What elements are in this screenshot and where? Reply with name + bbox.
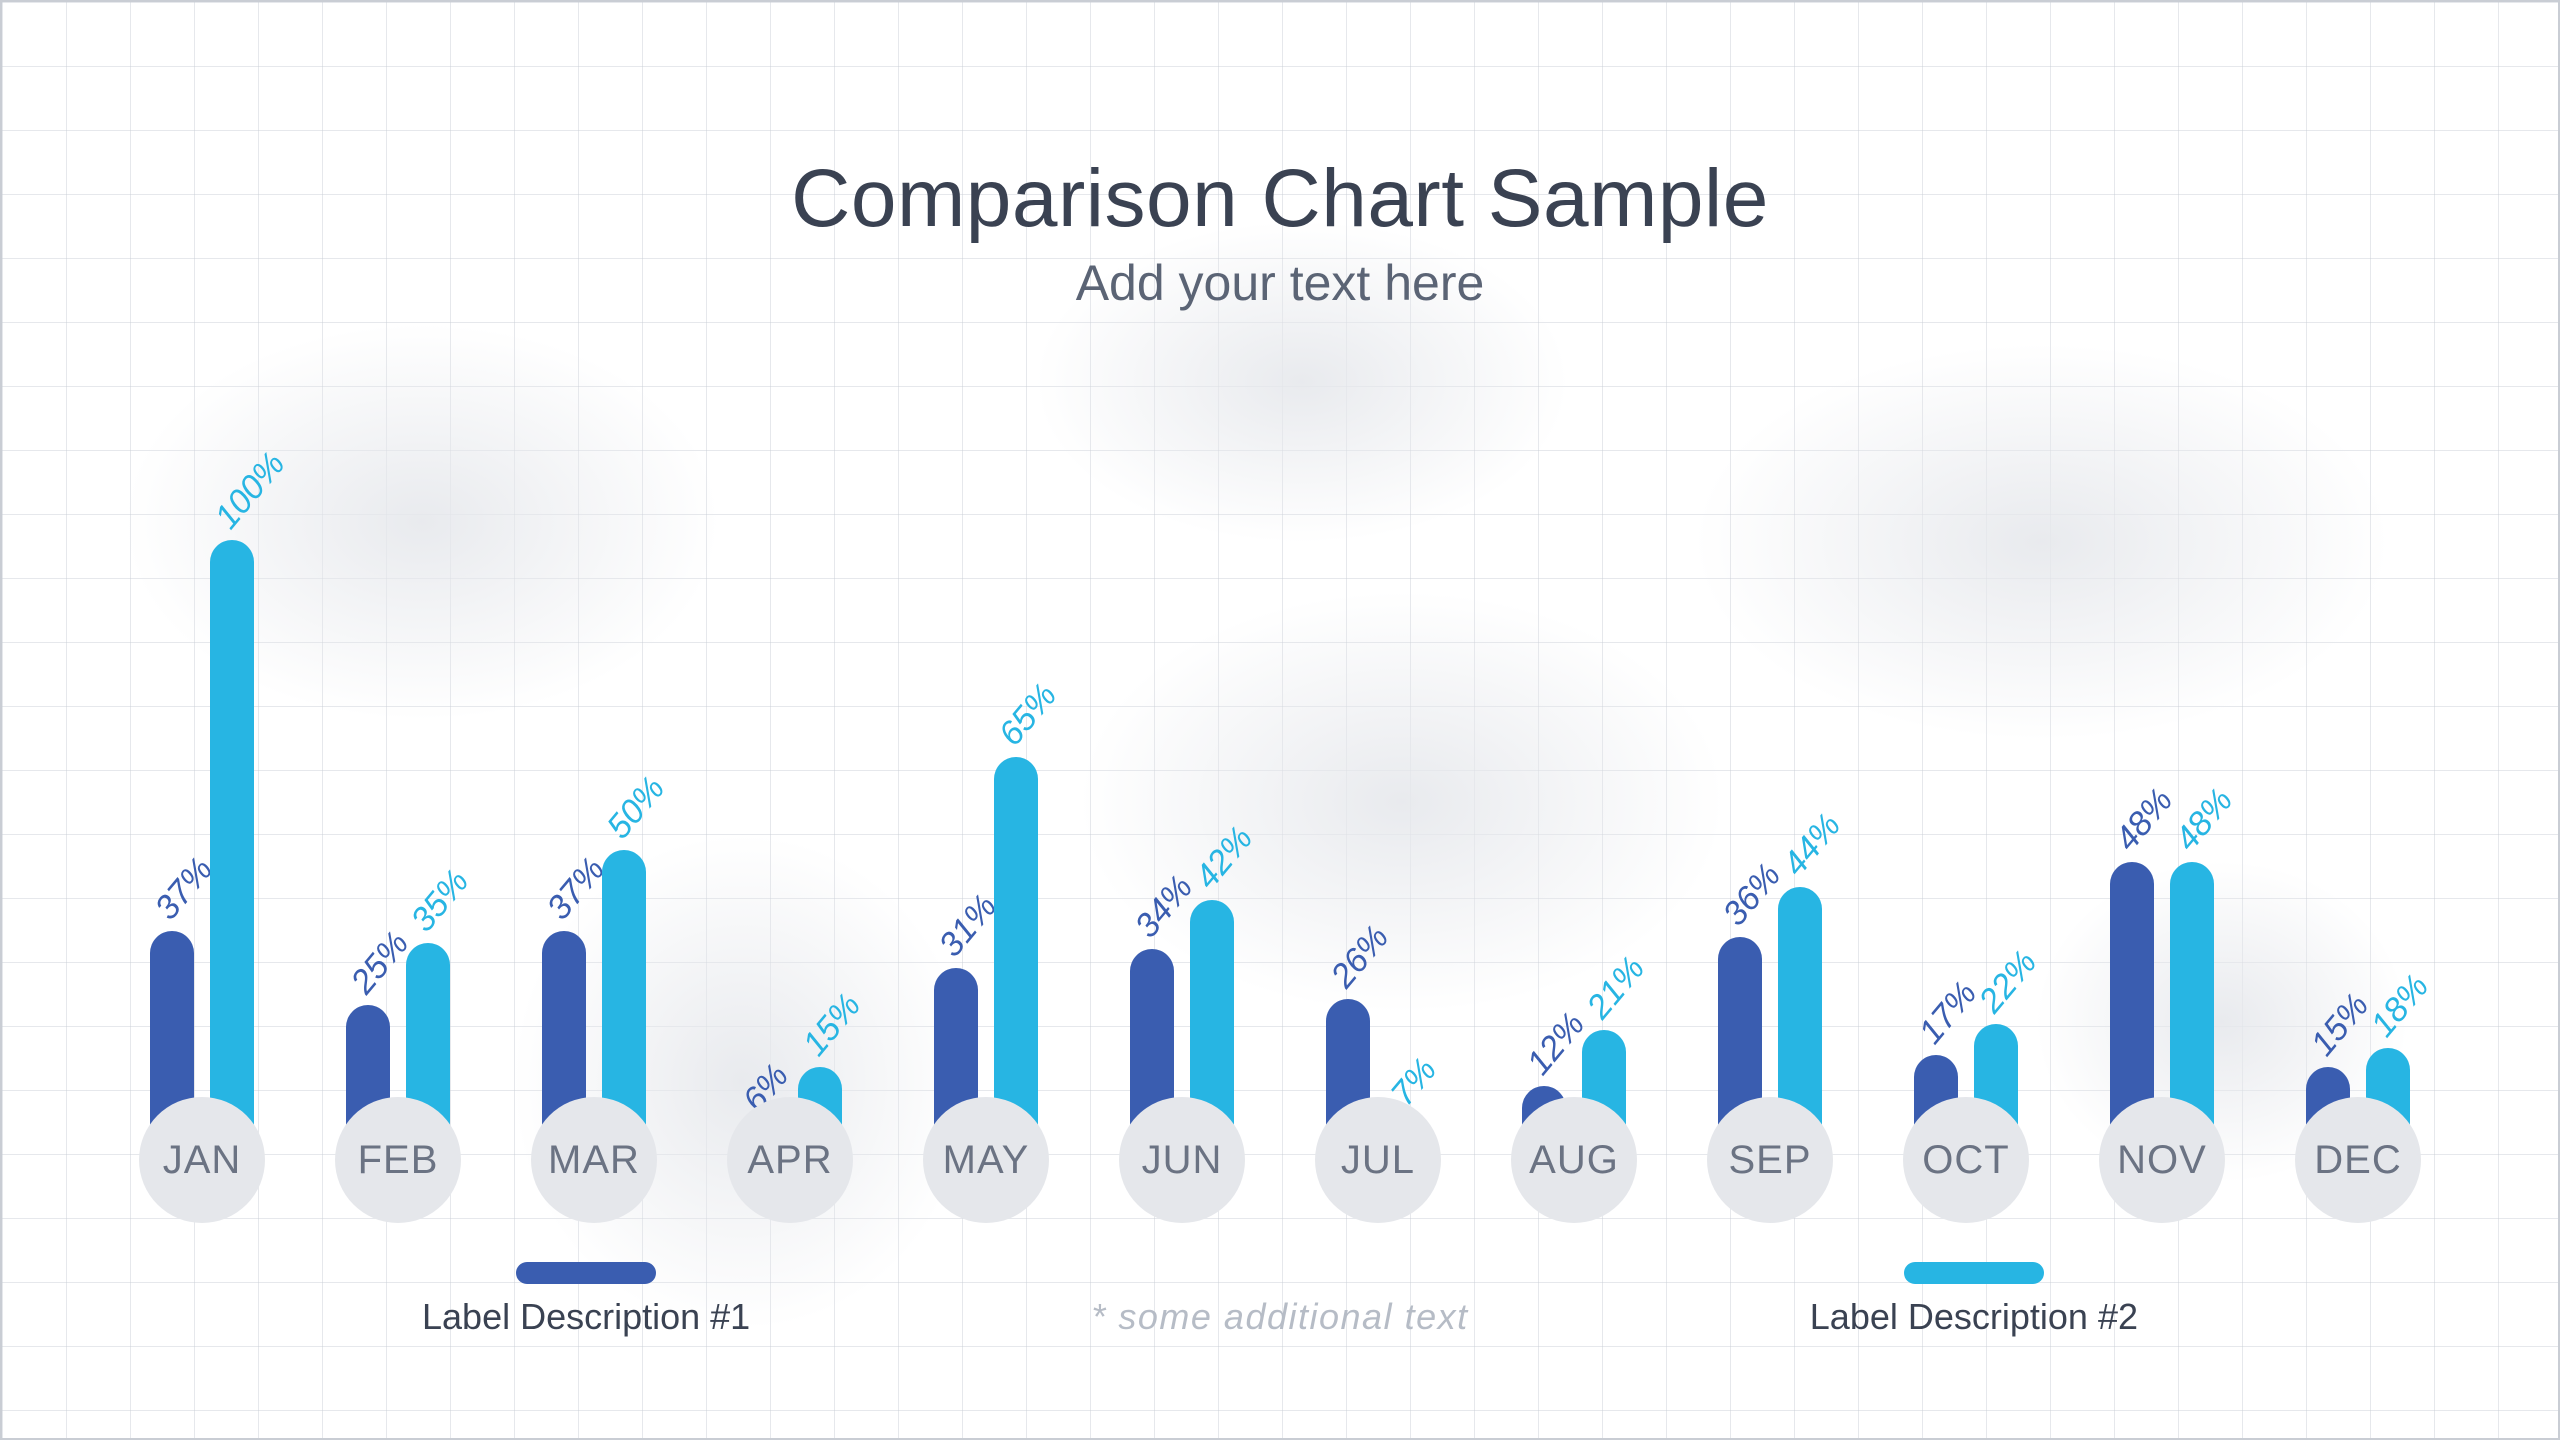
bar-value-label: 15% (796, 986, 870, 1063)
month-group: 48%48% NOV (2102, 492, 2222, 1223)
bar-pair: 6%15% (730, 492, 850, 1132)
legend-item-series-2: Label Description #2 (1810, 1262, 2138, 1338)
bar-value-label: 18% (2364, 968, 2438, 1045)
bar-pair: 31%65% (926, 492, 1046, 1132)
month-group: 26%7% JUL (1318, 492, 1438, 1223)
month-disc: FEB (335, 1097, 461, 1223)
legend-label-series-1: Label Description #1 (422, 1296, 750, 1338)
bar-value-label: 48% (2108, 782, 2182, 859)
month-label: OCT (1922, 1138, 2009, 1183)
bar-value-label: 21% (1580, 949, 1654, 1026)
bar-value-label: 44% (1776, 807, 1850, 884)
month-label: JUL (1341, 1138, 1415, 1183)
legend-swatch-series-1 (516, 1262, 656, 1284)
chart-subtitle: Add your text here (2, 254, 2558, 312)
legend-swatch-series-2 (1904, 1262, 2044, 1284)
month-disc: JAN (139, 1097, 265, 1223)
month-disc: MAR (531, 1097, 657, 1223)
month-group: 31%65% MAY (926, 492, 1046, 1223)
month-disc: JUL (1315, 1097, 1441, 1223)
legend-label-series-2: Label Description #2 (1810, 1296, 2138, 1338)
bar-pair: 37%50% (534, 492, 654, 1132)
month-label: FEB (358, 1138, 439, 1183)
month-group: 36%44% SEP (1710, 492, 1830, 1223)
month-disc: DEC (2295, 1097, 2421, 1223)
bar-pair: 36%44% (1710, 492, 1830, 1132)
month-label: JUN (1142, 1138, 1223, 1183)
bar-value-label: 50% (600, 769, 674, 846)
bar-value-label: 42% (1188, 819, 1262, 896)
bar-value-label: 100% (208, 445, 294, 537)
bar-value-label: 15% (2304, 986, 2378, 1063)
month-group: 34%42% JUN (1122, 492, 1242, 1223)
month-disc: NOV (2099, 1097, 2225, 1223)
chart-footnote: * some additional text (1091, 1296, 1468, 1338)
month-group: 25%35% FEB (338, 492, 458, 1223)
bar-pair: 17%22% (1906, 492, 2026, 1132)
month-disc: OCT (1903, 1097, 2029, 1223)
month-disc: AUG (1511, 1097, 1637, 1223)
month-label: DEC (2314, 1138, 2401, 1183)
bar-pair: 26%7% (1318, 492, 1438, 1132)
month-group: 6%15% APR (730, 492, 850, 1223)
titles: Comparison Chart Sample Add your text he… (2, 152, 2558, 312)
chart-title: Comparison Chart Sample (2, 152, 2558, 246)
month-group: 12%21% AUG (1514, 492, 1634, 1223)
bar-value-label: 26% (1324, 918, 1398, 995)
month-group: 15%18% DEC (2298, 492, 2418, 1223)
bar-value-label: 22% (1972, 943, 2046, 1020)
month-label: NOV (2117, 1138, 2207, 1183)
month-disc: SEP (1707, 1097, 1833, 1223)
bar-s2: 100% (210, 540, 254, 1160)
bar-value-label: 48% (2168, 782, 2242, 859)
bar-pair: 34%42% (1122, 492, 1242, 1132)
legend-row: Label Description #1 * some additional t… (2, 1262, 2558, 1338)
chart-canvas: Comparison Chart Sample Add your text he… (0, 0, 2560, 1440)
month-label: SEP (1728, 1138, 1811, 1183)
month-group: 37%50% MAR (534, 492, 654, 1223)
bar-pair: 25%35% (338, 492, 458, 1132)
month-disc: MAY (923, 1097, 1049, 1223)
month-group: 37%100% JAN (142, 492, 262, 1223)
bar-pair: 15%18% (2298, 492, 2418, 1132)
month-label: MAR (548, 1138, 640, 1183)
month-label: JAN (163, 1138, 242, 1183)
legend-item-series-1: Label Description #1 (422, 1262, 750, 1338)
bar-pair: 37%100% (142, 492, 262, 1132)
bar-pair: 12%21% (1514, 492, 1634, 1132)
bar-value-label: 65% (992, 676, 1066, 753)
month-disc: JUN (1119, 1097, 1245, 1223)
month-label: AUG (1529, 1138, 1619, 1183)
month-disc: APR (727, 1097, 853, 1223)
bar-pair: 48%48% (2102, 492, 2222, 1132)
month-label: MAY (943, 1138, 1030, 1183)
month-label: APR (747, 1138, 832, 1183)
month-group: 17%22% OCT (1906, 492, 2026, 1223)
bar-value-label: 35% (404, 862, 478, 939)
comparison-bar-chart: 37%100% JAN 25%35% FEB 37%50% MAR 6%15% APR 31%6… (2, 492, 2558, 1223)
